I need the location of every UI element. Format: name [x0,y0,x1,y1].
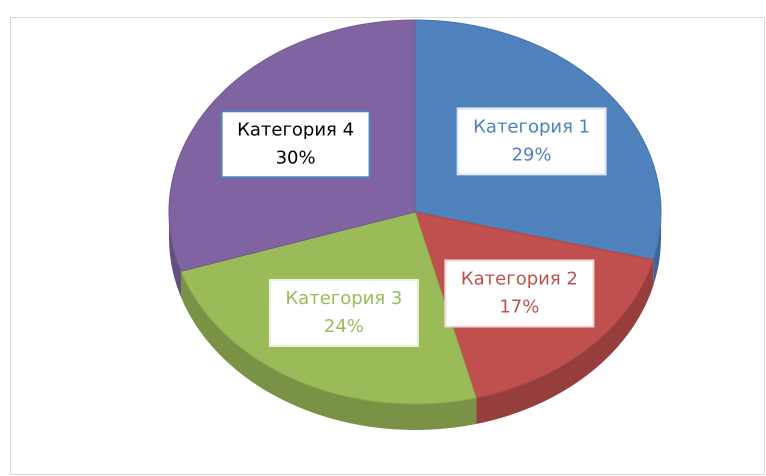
data-label-category: Категория 2 [461,268,578,289]
data-label-category: Категория 3 [285,288,402,309]
pie-side [181,271,477,430]
data-label-box [456,107,607,176]
data-label-box [444,259,595,328]
data-label: Категория 3 24% [268,278,419,347]
data-label-value: 17% [499,296,539,317]
pie-side [653,212,661,286]
data-label: Категория 2 17% [444,259,595,328]
data-label-category: Категория 4 [237,119,354,140]
data-label-category: Категория 1 [473,116,590,137]
data-label-box [220,110,371,179]
pie-side [476,259,654,424]
data-label-value: 24% [324,316,364,337]
data-label-value: 30% [276,147,316,168]
data-label-value: 29% [512,144,552,165]
data-label: Категория 1 29% [456,107,607,176]
data-label-box [268,278,419,347]
data-label: Категория 4 30% [220,110,371,179]
